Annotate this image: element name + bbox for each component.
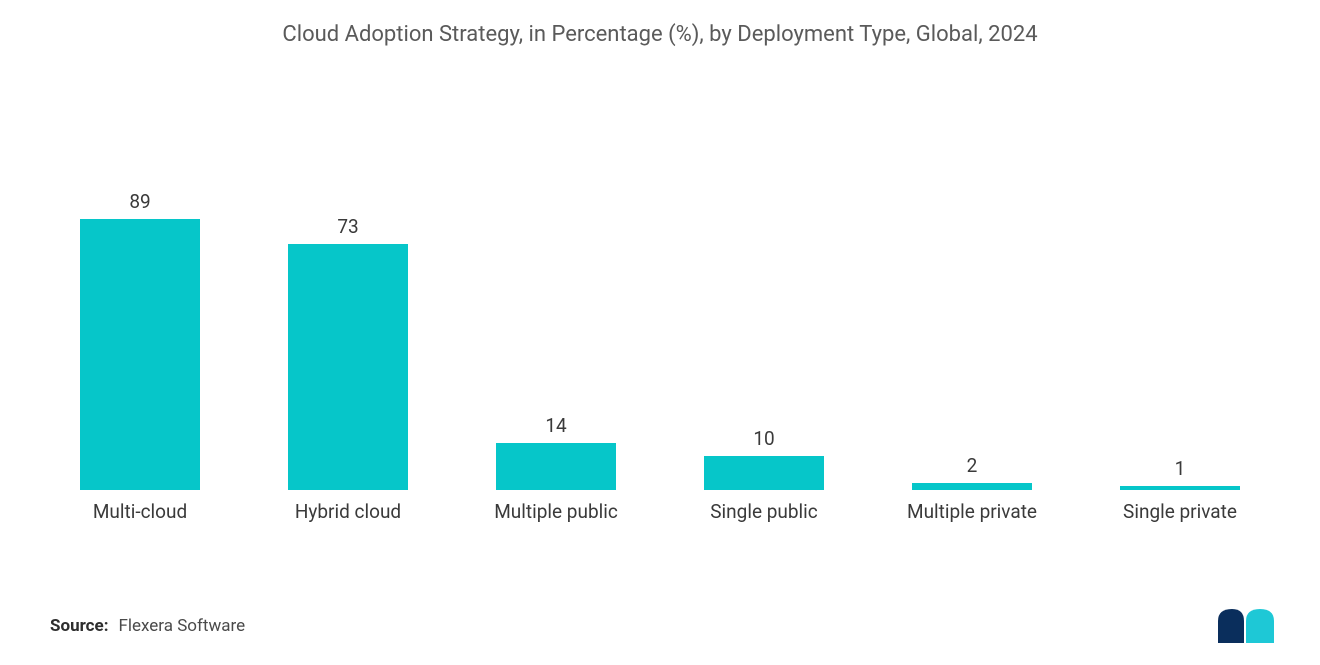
chart-footer: Source: Flexera Software (50, 609, 1274, 643)
bar-rect (1120, 486, 1240, 490)
logo-right-path (1246, 609, 1274, 643)
brand-logo-icon (1218, 609, 1274, 643)
bar-group: 10 (674, 190, 854, 490)
chart-container: 89 73 14 10 2 1 Multi-cloud Hybrid cloud Multip… (50, 190, 1270, 523)
bar-group: 14 (466, 190, 646, 490)
brand-logo-svg (1218, 609, 1274, 643)
bar-value-label: 2 (967, 454, 978, 477)
x-axis-label: Single public (674, 500, 854, 523)
x-axis-label: Multi-cloud (50, 500, 230, 523)
bar-group: 89 (50, 190, 230, 490)
bar-value-label: 14 (545, 414, 566, 437)
source-label: Source: (50, 616, 108, 636)
bar-rect (496, 443, 616, 490)
source-value: Flexera Software (118, 616, 245, 636)
bar-value-label: 1 (1175, 457, 1186, 480)
logo-left-path (1218, 609, 1244, 643)
bar-value-label: 10 (753, 427, 774, 450)
bar-rect (704, 456, 824, 490)
bar-value-label: 73 (337, 215, 358, 238)
bar-group: 73 (258, 190, 438, 490)
chart-title: Cloud Adoption Strategy, in Percentage (… (0, 0, 1320, 47)
source-line: Source: Flexera Software (50, 616, 245, 636)
x-axis-label: Single private (1090, 500, 1270, 523)
bar-rect (912, 483, 1032, 490)
x-axis-label: Hybrid cloud (258, 500, 438, 523)
bar-value-label: 89 (129, 190, 150, 213)
plot-area: 89 73 14 10 2 1 (50, 190, 1270, 490)
bar-group: 2 (882, 190, 1062, 490)
x-axis-label: Multiple private (882, 500, 1062, 523)
bar-rect (80, 219, 200, 490)
x-axis-label: Multiple public (466, 500, 646, 523)
bar-group: 1 (1090, 190, 1270, 490)
bar-rect (288, 244, 408, 490)
x-axis-labels: Multi-cloud Hybrid cloud Multiple public Si… (50, 500, 1270, 523)
